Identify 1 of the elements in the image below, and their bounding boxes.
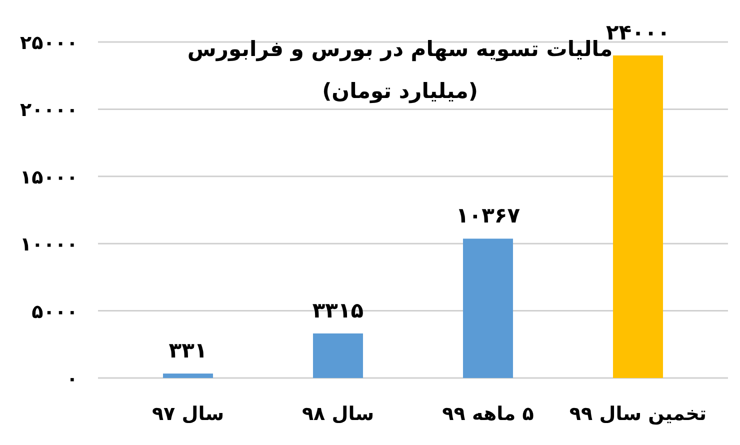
- text: (میلیارد تومان): [322, 79, 478, 104]
